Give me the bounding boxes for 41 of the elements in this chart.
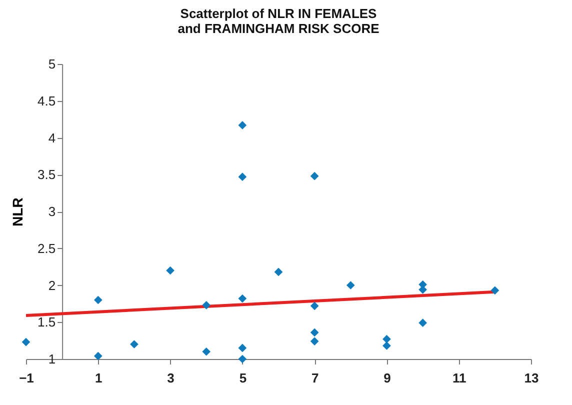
- x-tick-label: 7: [311, 370, 319, 386]
- point: [346, 281, 355, 290]
- point: [238, 344, 247, 352]
- point: [238, 172, 247, 182]
- point: [94, 352, 102, 360]
- text: and FRAMINGHAM RISK SCORE: [178, 21, 380, 36]
- point: [202, 347, 211, 356]
- x-tick-label: 13: [524, 370, 539, 386]
- point: [94, 296, 102, 304]
- point: [310, 337, 319, 346]
- point: [22, 338, 30, 346]
- point: [274, 268, 283, 276]
- x-tick-label: 5: [239, 370, 247, 386]
- point: [310, 172, 319, 180]
- x-tick-label: 11: [452, 370, 466, 386]
- point: [238, 121, 247, 130]
- point: [130, 340, 138, 348]
- point: [166, 266, 174, 275]
- y-tick-label: 2: [48, 278, 56, 293]
- point: [418, 318, 427, 328]
- point: [238, 354, 247, 364]
- y-axis-title: NLR: [10, 198, 26, 226]
- y-tick-label: 4: [48, 130, 56, 146]
- point: [310, 328, 319, 337]
- x-tick-label: 3: [167, 370, 174, 386]
- y-tick-label: 1.5: [37, 314, 56, 330]
- y-tick-label: 2.5: [37, 240, 56, 256]
- point: [310, 302, 319, 310]
- point: [490, 286, 500, 295]
- point: [382, 342, 391, 350]
- x-tick-label: 1: [95, 370, 102, 386]
- text: Scatterplot of NLR IN FEMALES: [180, 6, 377, 21]
- y-tick-label: 5: [48, 56, 56, 72]
- point: [382, 334, 391, 344]
- y-tick-label: 3: [48, 204, 56, 219]
- point: [238, 294, 247, 303]
- y-tick-label: 4.5: [37, 93, 56, 108]
- point: [202, 300, 211, 310]
- x-tick-label: 9: [384, 370, 391, 386]
- y-tick-label: 3.5: [37, 167, 56, 182]
- x-tick-label: −1: [19, 370, 34, 386]
